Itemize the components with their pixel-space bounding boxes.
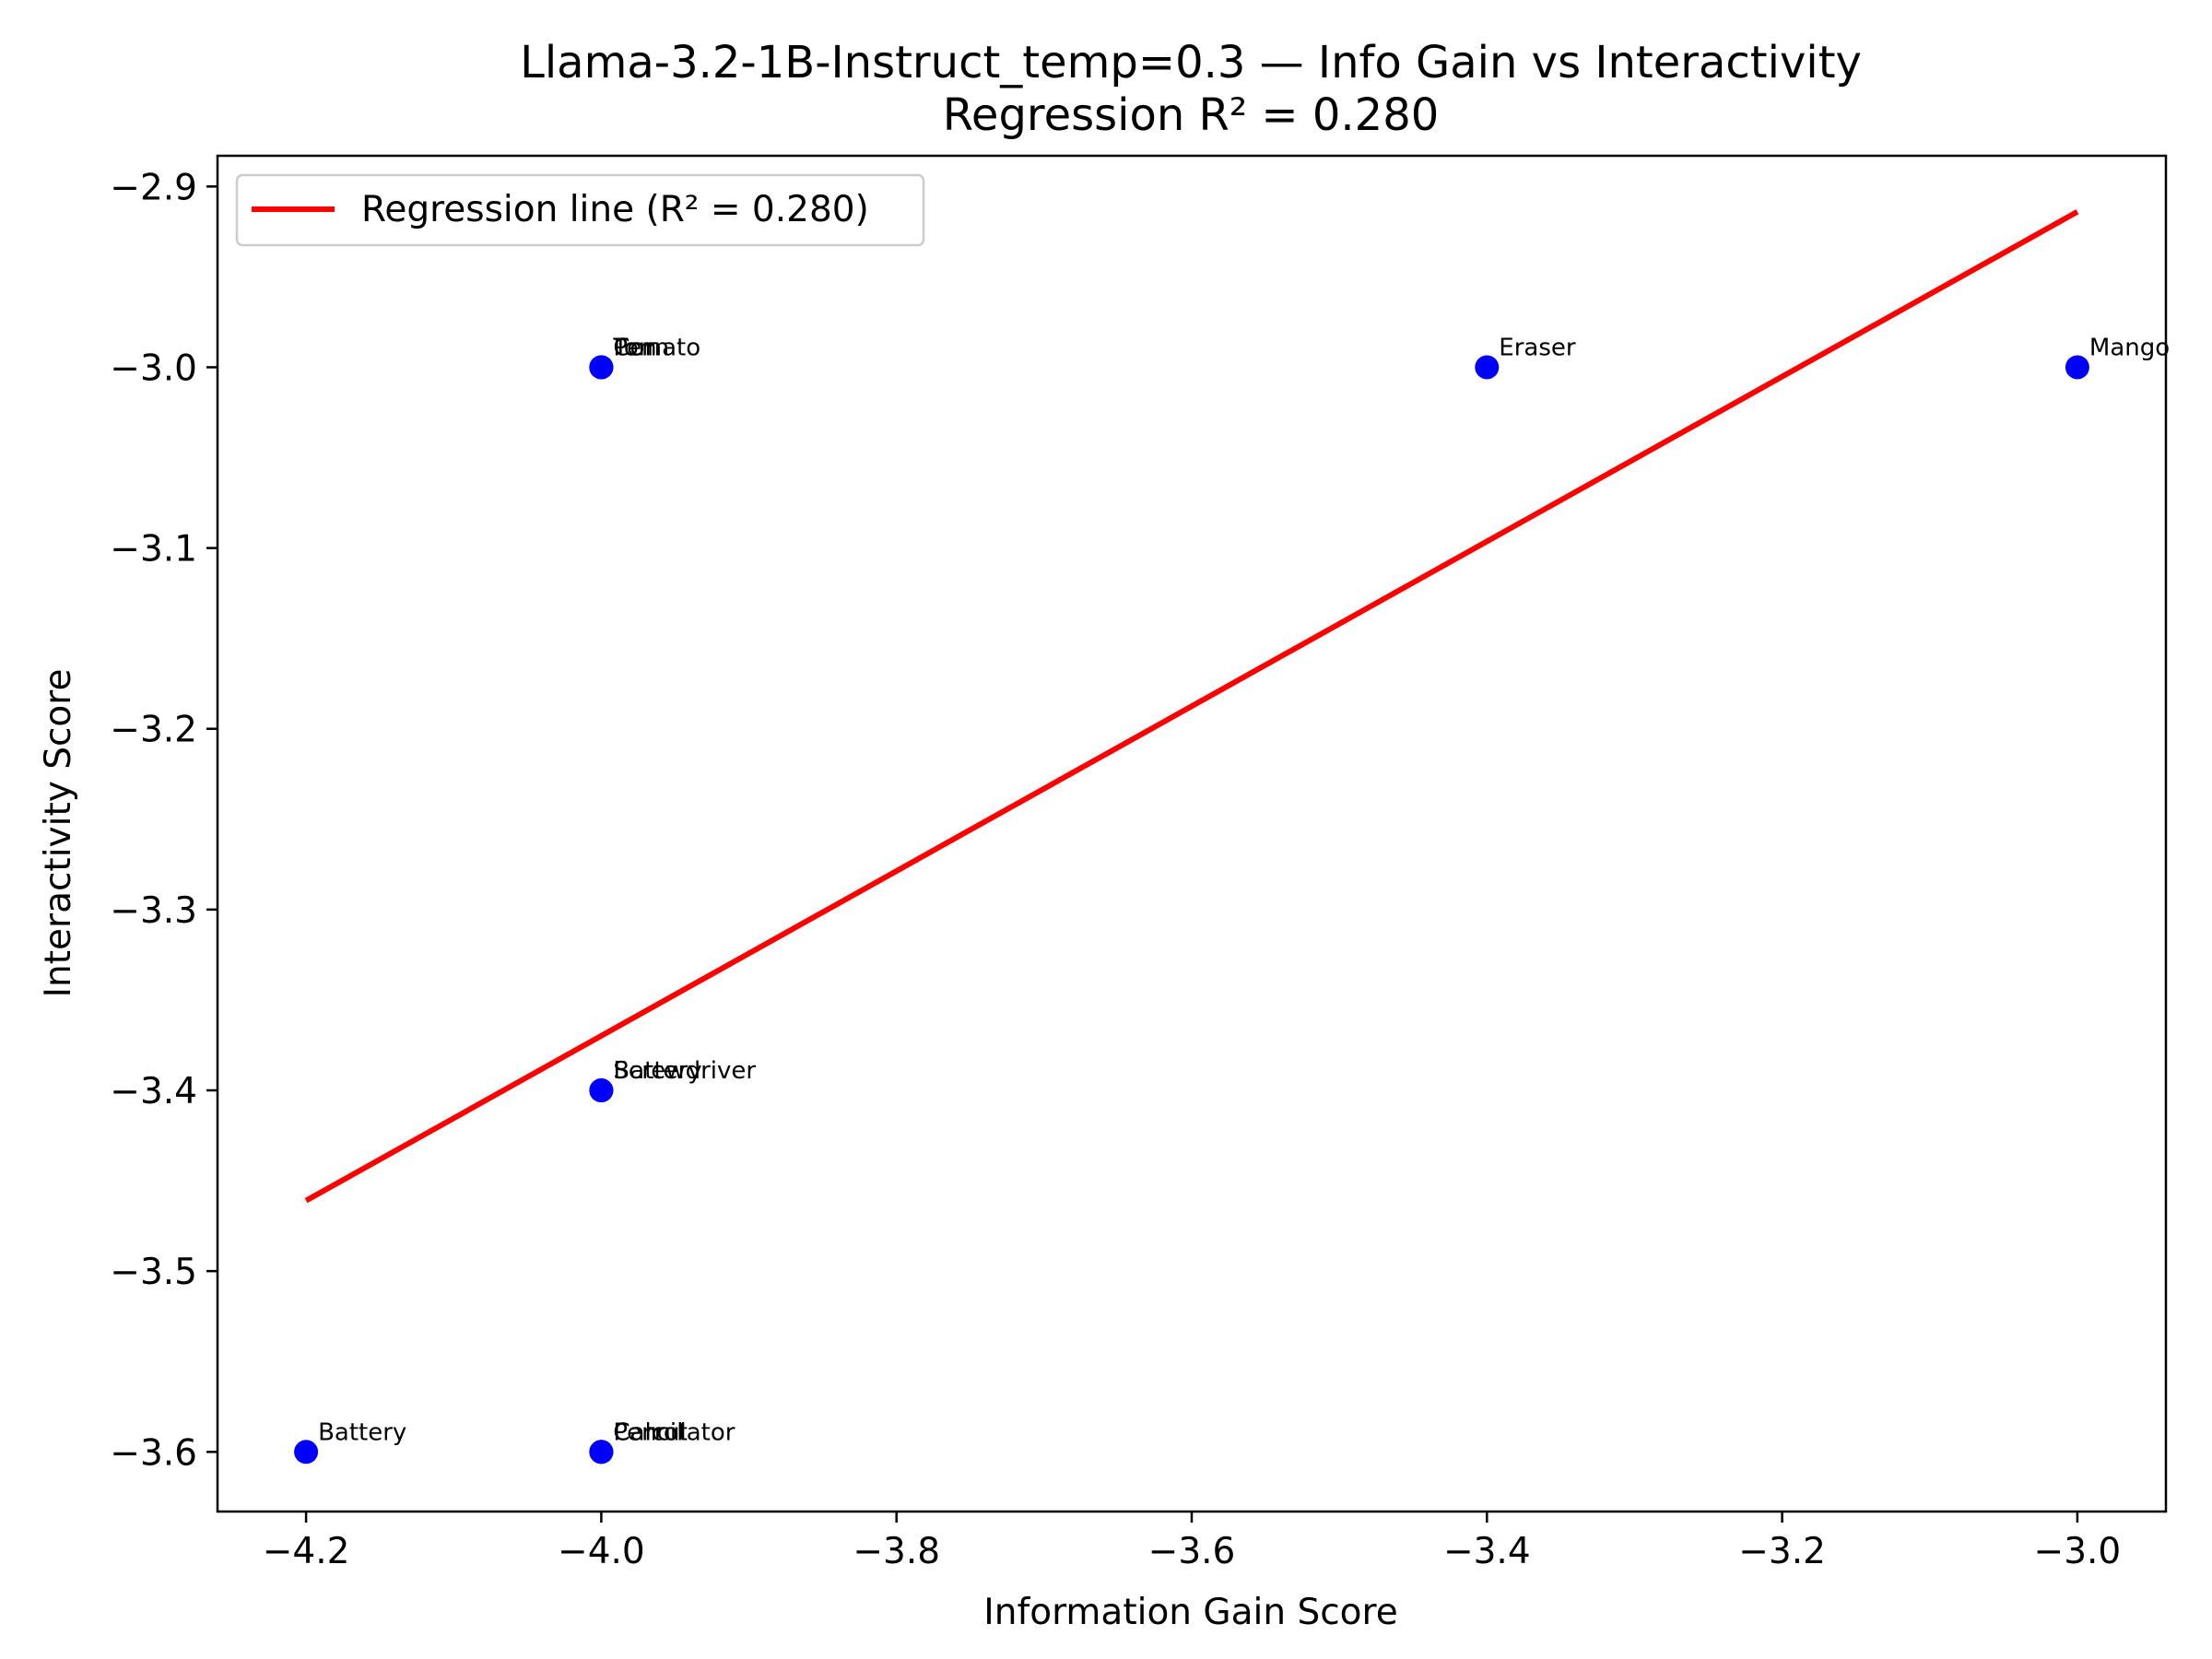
y-tick-label: −3.0 (110, 347, 197, 389)
chart-title: Llama-3.2-1B-Instruct_temp=0.3 — Info Ga… (520, 37, 1862, 88)
x-tick-label: −3.2 (1738, 1531, 1826, 1572)
data-point (589, 1440, 614, 1465)
x-tick-label: −3.4 (1443, 1531, 1531, 1572)
y-axis-label: Interactivity Score (38, 669, 79, 998)
y-tick-label: −3.1 (110, 529, 197, 571)
point-label: Battery (613, 1057, 701, 1085)
point-label: Tomato (612, 334, 700, 361)
point-label: Battery (318, 1418, 406, 1446)
x-tick-label: −4.0 (558, 1531, 645, 1572)
x-tick-label: −3.6 (1148, 1531, 1236, 1572)
point-label: Screwdriver (613, 1057, 756, 1085)
axis-ticks: −4.2 −4.0 −3.8 −3.6 −3.4 −3.2 −3.0 −2.9 −3.0 −3.1… (110, 167, 2121, 1572)
y-tick-label: −2.9 (110, 167, 197, 208)
data-point (1475, 355, 1500, 380)
y-tick-label: −3.3 (110, 890, 197, 932)
data-point (589, 1078, 614, 1103)
legend: Regression line (R² = 0.280) (235, 173, 925, 247)
point-label: Calculator (613, 1418, 735, 1446)
x-tick-label: −3.8 (853, 1531, 940, 1572)
data-point (294, 1440, 319, 1465)
data-point (589, 355, 614, 380)
point-label: Pen (613, 334, 656, 361)
x-axis-label: Information Gain Score (983, 1592, 1397, 1633)
y-tick-label: −3.5 (110, 1252, 197, 1293)
legend-box (235, 173, 925, 247)
y-tick-label: −3.4 (110, 1071, 197, 1112)
data-point (2065, 355, 2089, 380)
point-label: Pencil (613, 1418, 683, 1446)
point-label: Carrot (613, 1418, 688, 1446)
chart-subtitle: Regression R² = 0.280 (943, 89, 1440, 141)
point-label: Eraser (1499, 334, 1576, 361)
legend-label: Regression line (R² = 0.280) (361, 189, 869, 230)
x-tick-label: −4.2 (263, 1531, 350, 1572)
y-tick-label: −3.6 (110, 1432, 197, 1474)
x-tick-label: −3.0 (2034, 1531, 2122, 1572)
point-label: Corn (613, 334, 669, 361)
point-label: Mango (2089, 334, 2170, 361)
regression-line (304, 209, 2079, 1204)
y-tick-label: −3.2 (110, 710, 197, 751)
plot-frame (216, 154, 2168, 1513)
